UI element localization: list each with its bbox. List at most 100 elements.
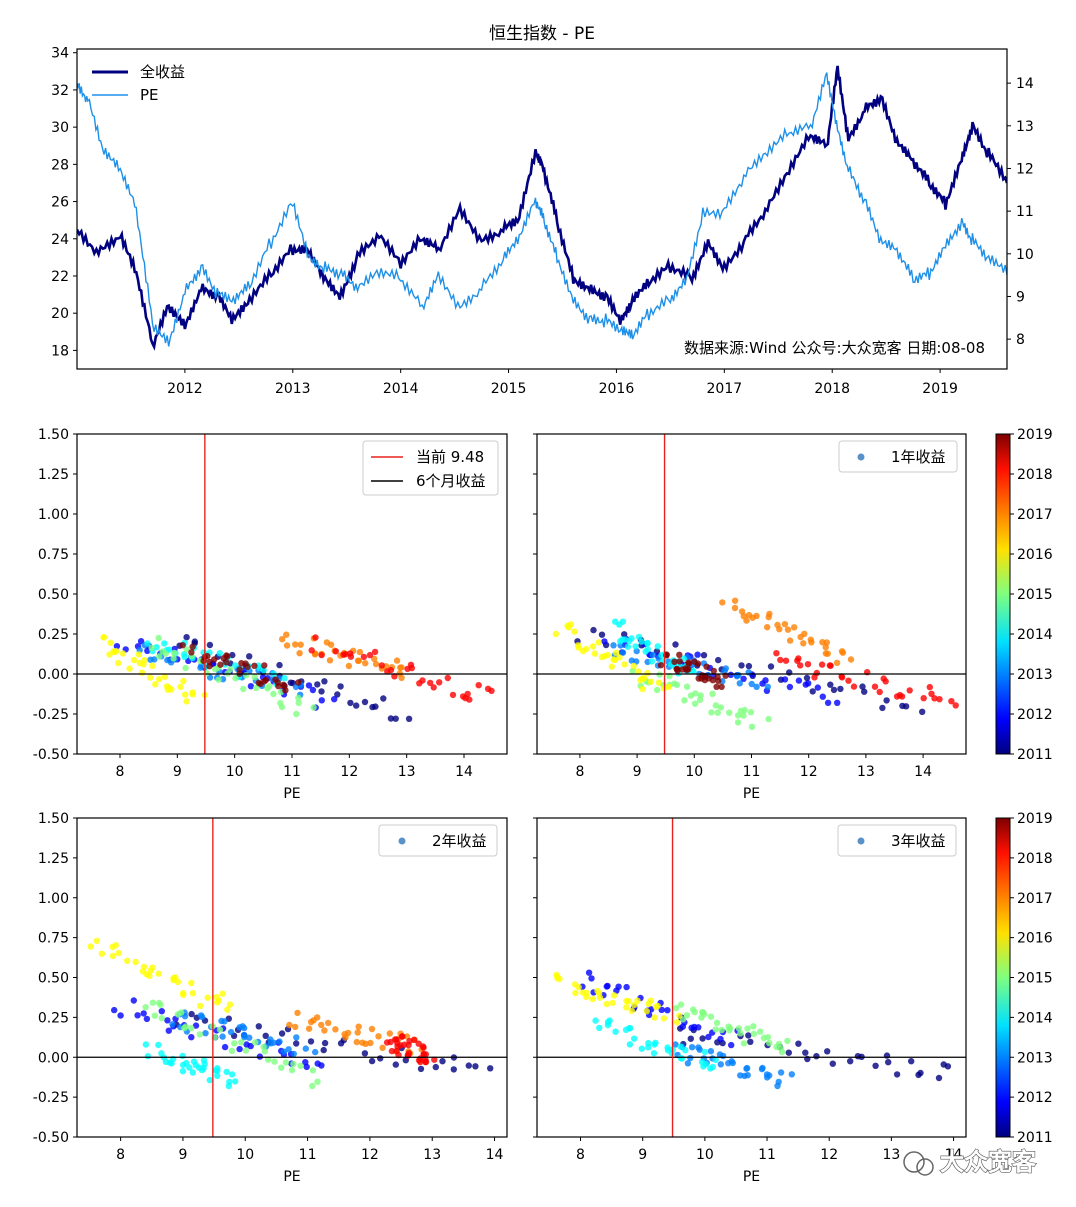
- scatter-point: [657, 662, 665, 669]
- scatter-point: [405, 715, 413, 722]
- wechat-icon: [903, 1151, 925, 1173]
- scatter-point: [726, 1027, 733, 1034]
- top-line-plot: 18 20 22 24 26 28 30 32 34 8 9 10 11 12 13 14 2012 2013 20…: [51, 46, 1034, 397]
- scatter-point: [672, 1041, 679, 1048]
- y-tick-label: -0.50: [33, 1130, 69, 1146]
- scatter-point: [717, 1035, 724, 1043]
- scatter-point: [664, 1007, 671, 1014]
- scatter-point: [827, 662, 834, 669]
- scatter-point: [334, 691, 341, 698]
- scatter-point: [695, 1024, 702, 1031]
- scatter-point: [859, 683, 866, 690]
- scatter-point: [226, 1001, 234, 1008]
- scatter-point: [305, 682, 313, 689]
- scatter-point: [168, 1060, 175, 1067]
- scatter-point: [290, 1050, 297, 1058]
- scatter-point: [217, 661, 224, 668]
- scatter-point: [654, 643, 661, 650]
- scatter-point: [293, 710, 300, 718]
- scatter-point: [227, 666, 234, 673]
- scatter-point: [556, 975, 563, 983]
- scatter-point: [240, 1031, 248, 1039]
- scatter-point: [353, 1038, 360, 1046]
- scatter-point: [713, 683, 720, 690]
- scatter-point: [180, 677, 187, 685]
- scatter-point: [239, 1023, 246, 1030]
- scatter-point: [488, 687, 495, 694]
- scatter-point: [151, 656, 158, 663]
- scatter-point: [834, 699, 841, 706]
- scatter-point: [944, 1063, 952, 1070]
- scatter-point: [744, 1025, 751, 1032]
- x-tick-label: 13: [423, 1147, 441, 1163]
- legend-label-current: 当前 9.48: [416, 448, 484, 466]
- colorbar-tick-label: 2018: [1017, 467, 1053, 483]
- scatter-point: [651, 1041, 658, 1048]
- scatter-point: [115, 949, 122, 957]
- scatter-point: [784, 626, 792, 633]
- y-right-tick-label: 8: [1016, 332, 1025, 348]
- scatter-point: [87, 943, 94, 950]
- scatter-point: [813, 1053, 820, 1060]
- y-left-tick-label: 22: [51, 269, 69, 285]
- y-left-tick-label: 34: [51, 46, 69, 62]
- y-tick-label: -0.25: [33, 707, 69, 723]
- scatter-point: [645, 1044, 652, 1051]
- scatter-point: [672, 641, 679, 648]
- scatter-point: [727, 671, 734, 678]
- scatter-point: [140, 661, 147, 668]
- y-tick-label: 0.25: [38, 1010, 69, 1026]
- scatter-point: [398, 664, 405, 671]
- x-tick-label: 13: [882, 1147, 900, 1163]
- scatter-point: [261, 662, 268, 669]
- scatter-point: [221, 1043, 229, 1051]
- scatter-point: [158, 1008, 165, 1015]
- scatter-point: [272, 676, 279, 683]
- scatter-point: [809, 688, 816, 695]
- scatter-point: [113, 643, 121, 650]
- scatter-point: [740, 712, 747, 719]
- scatter-point: [652, 1003, 660, 1010]
- y-left-tick-label: 28: [51, 157, 69, 173]
- scatter-point: [223, 1068, 230, 1076]
- x-tick-label: 10: [236, 1147, 254, 1163]
- scatter-point: [603, 983, 610, 990]
- scatter-point: [278, 1030, 286, 1037]
- scatter-point: [871, 683, 879, 690]
- scatter-point: [582, 645, 590, 653]
- x-tick-label: 8: [575, 764, 584, 780]
- scatter-point: [242, 672, 250, 679]
- scatter-point: [393, 657, 401, 664]
- scatter-point: [232, 1078, 239, 1085]
- scatter-point: [833, 659, 841, 666]
- y-tick-label: 1.25: [38, 467, 69, 483]
- series-total-return: [77, 65, 1007, 351]
- scatter-point: [683, 1012, 691, 1019]
- scatter-point: [823, 639, 830, 646]
- scatter-point: [640, 675, 648, 682]
- scatter-point: [181, 653, 188, 660]
- scatter-point: [309, 686, 317, 694]
- scatter-point: [355, 1023, 362, 1030]
- scatter-point: [631, 1035, 638, 1042]
- scatter-point: [251, 662, 258, 669]
- scatter-point: [682, 1047, 689, 1054]
- scatter-point: [638, 1045, 645, 1052]
- scatter-point: [285, 1046, 292, 1053]
- scatter-point: [179, 642, 186, 649]
- scatter-point: [644, 640, 651, 647]
- colorbar-tick-label: 2018: [1017, 851, 1053, 867]
- scatter-point: [603, 1000, 610, 1008]
- scatter-point: [715, 656, 722, 664]
- colorbar-gradient: [995, 817, 1011, 1138]
- scatter-point: [803, 674, 811, 682]
- scatter-point: [719, 599, 726, 606]
- scatter-point: [688, 1044, 696, 1051]
- scatter-point: [617, 638, 624, 645]
- scatter-point: [650, 1050, 658, 1057]
- scatter-point: [252, 1039, 259, 1046]
- scatter-point: [198, 662, 205, 670]
- colorbar-top: 2019 2018 2017 2016 2015 2014 2013 2012 2011: [995, 427, 1053, 763]
- scatter-point: [786, 637, 794, 644]
- scatter-point: [645, 1000, 652, 1007]
